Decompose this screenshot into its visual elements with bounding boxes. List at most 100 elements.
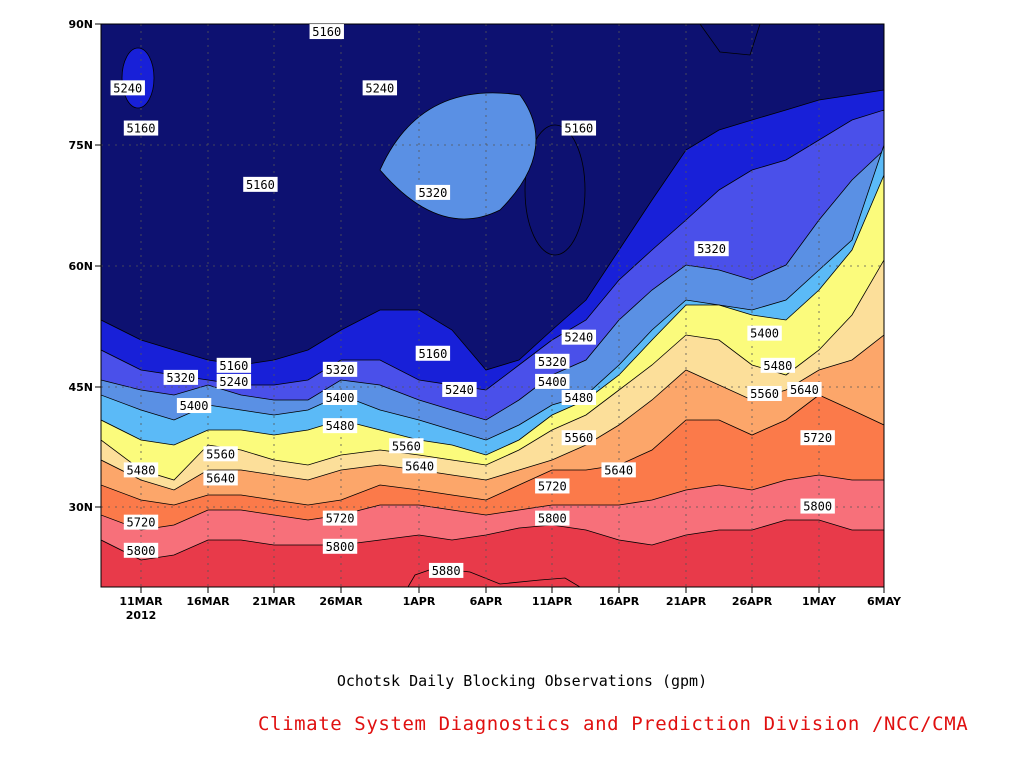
contour-label: 5240 [362, 80, 398, 96]
contour-label: 5560 [203, 446, 238, 462]
contour-label-text: 5160 [219, 359, 248, 373]
contour-label: 5400 [535, 373, 570, 389]
contour-label-background [123, 120, 159, 136]
contour-label: 5320 [535, 353, 570, 369]
contour-label-background [163, 369, 199, 385]
contour-label: 5720 [322, 510, 358, 526]
contour-label: 5480 [123, 462, 159, 478]
x-tick-label: 16APR [599, 595, 640, 608]
contour-label-background [787, 381, 822, 397]
y-tick-label: 30N [68, 501, 93, 514]
contour-label-text: 5800 [326, 540, 355, 554]
contour-label-text: 5800 [538, 512, 567, 526]
contour-label-background [216, 357, 252, 373]
contour-label-background [760, 357, 796, 373]
contour-label: 5800 [535, 510, 570, 526]
x-tick-label: 26MAR [319, 595, 363, 608]
plot-frame [100, 23, 885, 588]
contour-label-background [322, 361, 358, 377]
contour-label: 5880 [428, 562, 464, 578]
contour-label: 5240 [216, 373, 252, 389]
contour-band [101, 519, 884, 587]
contour-label-background [123, 514, 159, 530]
contour-label-background [322, 510, 358, 526]
contour-label: 5720 [800, 430, 835, 446]
contour-label-background [694, 241, 729, 257]
x-tick-label: 21APR [666, 595, 707, 608]
contour-label-text: 5560 [392, 439, 421, 453]
x-tick-label: 11APR [532, 595, 573, 608]
contour-label-text: 5400 [538, 375, 567, 389]
contour-label: 5640 [203, 470, 238, 486]
contour-label-text: 5400 [326, 391, 355, 405]
contour-label: 5640 [787, 381, 822, 397]
contour-label-text: 5880 [432, 564, 461, 578]
contour-label-text: 5320 [166, 371, 195, 385]
contour-label: 5400 [747, 325, 782, 341]
contour-label-background [535, 373, 570, 389]
contour-label: 5160 [243, 176, 278, 192]
contour-label-background [428, 562, 464, 578]
contour-label-background [123, 542, 159, 558]
contour-label: 5160 [216, 357, 252, 373]
contour-label-text: 5480 [127, 463, 156, 477]
x-tick-label: 26APR [732, 595, 773, 608]
contour-label-text: 5480 [763, 359, 792, 373]
contour-label-background [442, 381, 477, 397]
contour-label-text: 5720 [538, 479, 567, 493]
contour-label-background [535, 478, 570, 494]
x-tick-label: 21MAR [252, 595, 296, 608]
contour-label-background [561, 430, 597, 446]
contour-label: 5160 [561, 120, 597, 136]
contour-label-text: 5720 [127, 516, 156, 530]
contour-label: 5560 [747, 385, 782, 401]
contour-label-background [322, 389, 358, 405]
contour-label: 5800 [123, 542, 159, 558]
contour-label: 5800 [800, 498, 835, 514]
contour-label: 5560 [561, 430, 597, 446]
x-tick-label: 6MAY [867, 595, 902, 608]
contour-label-background [110, 80, 145, 96]
contour-label: 5320 [694, 241, 729, 257]
contour-label-text: 5160 [246, 178, 275, 192]
x-tick-label: 11MAR [119, 595, 163, 608]
contour-label: 5320 [322, 361, 358, 377]
contour-label: 5480 [561, 389, 597, 405]
contour-label-text: 5240 [564, 331, 593, 345]
y-tick-label: 90N [68, 18, 93, 31]
contour-label-background [747, 385, 782, 401]
contour-label: 5240 [110, 80, 145, 96]
contour-label: 5640 [601, 462, 636, 478]
contour-labels: 5160 5240 5160 5160 5240 5320 5160 5320 5240 5160… [110, 24, 835, 578]
contour-label-text: 5640 [206, 471, 235, 485]
contour-label: 5400 [176, 398, 212, 414]
contour-label-text: 5320 [538, 355, 567, 369]
credit-line: Climate System Diagnostics and Predictio… [258, 713, 969, 735]
contour-label-background [535, 353, 570, 369]
contour-label-background [309, 24, 344, 40]
contour-label-background [415, 184, 451, 200]
contour-label-background [362, 80, 398, 96]
contour-label: 5320 [415, 184, 451, 200]
x-tick-label: 16MAR [186, 595, 230, 608]
contour-label-background [243, 176, 278, 192]
contour-label-background [216, 373, 252, 389]
contour-label-background [747, 325, 782, 341]
x-tick-label: 1APR [403, 595, 436, 608]
contour-label: 5800 [322, 538, 358, 554]
contour-label-background [561, 120, 597, 136]
contour-label-background [415, 345, 451, 361]
contour-label-text: 5800 [127, 544, 156, 558]
contour-label-text: 5720 [803, 431, 832, 445]
contour-label-text: 5240 [445, 383, 474, 397]
contour-label-text: 5240 [365, 81, 394, 95]
contour-label-background [535, 510, 570, 526]
y-axis: 90N 75N 60N 45N 30N [68, 18, 101, 514]
contour-label-background [123, 462, 159, 478]
x-tick-label: 6APR [470, 595, 503, 608]
contour-label-background [561, 329, 597, 345]
contour-label: 5720 [123, 514, 159, 530]
contour-label: 5320 [163, 369, 199, 385]
contour-label: 5160 [123, 120, 159, 136]
